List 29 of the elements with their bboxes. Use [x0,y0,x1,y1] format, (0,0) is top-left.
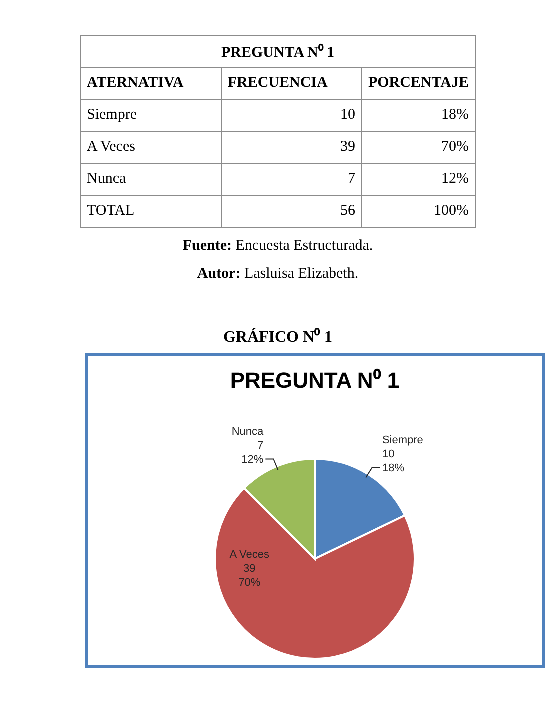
text: 70% [238,577,261,590]
text: Siempre [80,100,222,132]
text: Nunca [80,164,222,196]
source-note: Fuente: Encuesta Estructurada. [182,238,374,254]
text: TOTAL [80,196,222,228]
text: FRECUENCIA [221,68,362,100]
slice-label: Siempre [382,434,424,447]
text: 56 [221,196,362,228]
text: 18% [362,100,476,132]
text: 39 [221,132,362,164]
text: 18% [382,462,404,475]
text: 100% [362,196,476,228]
text: Autor: Lasluisa Elizabeth. [197,266,359,282]
text: PREGUNTA N⁰ 1 [80,36,476,68]
text: 70% [362,132,476,164]
text: ATERNATIVA [80,68,222,100]
text: GRÁFICO N⁰ 1 [222,327,334,348]
chart-title: PREGUNTA N⁰ 1 [229,367,401,394]
text: PORCENTAJE [362,68,476,100]
slice-label: Nunca [232,426,265,438]
data-label: 39 [244,563,256,576]
text: 12% [362,164,476,196]
text: 10 [221,100,362,132]
text: 7 [221,164,362,196]
slice-label: A Veces [230,549,270,562]
data-label: 10 [382,448,395,461]
data-label: 7 [258,440,264,452]
text: 12% [242,454,264,466]
text: A Veces [80,132,222,164]
